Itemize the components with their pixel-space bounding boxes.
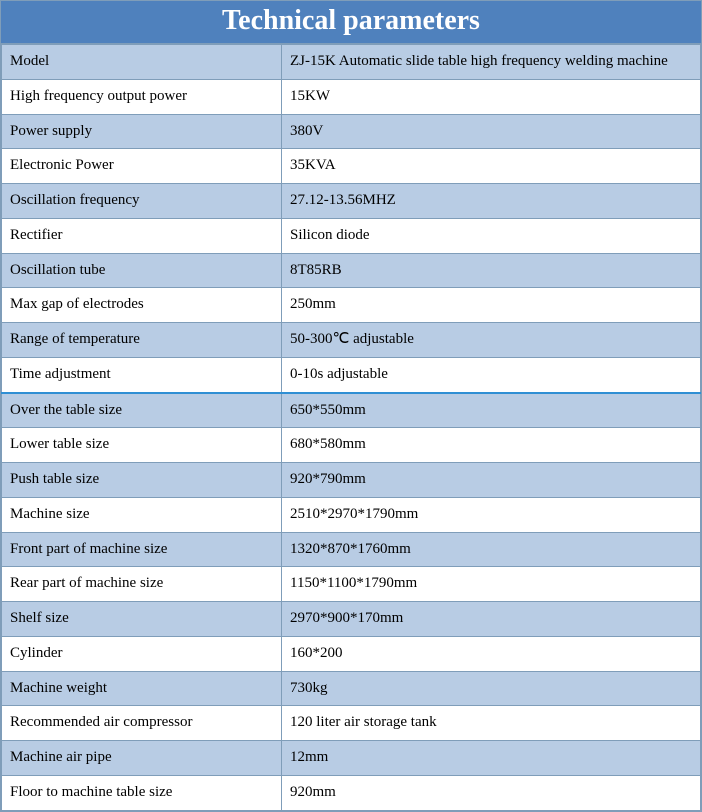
table-row: Recommended air compressor120 liter air … — [2, 706, 701, 741]
row-label: Electronic Power — [2, 149, 282, 184]
spec-table-container: Technical parameters ModelZJ-15K Automat… — [0, 0, 702, 812]
row-value: Silicon diode — [282, 218, 701, 253]
row-value: 920mm — [282, 775, 701, 810]
row-value: 15KW — [282, 79, 701, 114]
table-row: Machine air pipe12mm — [2, 741, 701, 776]
table-row: Oscillation frequency27.12-13.56MHZ — [2, 184, 701, 219]
row-label: Floor to machine table size — [2, 775, 282, 810]
row-value: 730kg — [282, 671, 701, 706]
row-value: 160*200 — [282, 636, 701, 671]
table-row: Range of temperature50-300℃ adjustable — [2, 323, 701, 358]
row-label: Max gap of electrodes — [2, 288, 282, 323]
row-label: High frequency output power — [2, 79, 282, 114]
row-value: 1150*1100*1790mm — [282, 567, 701, 602]
row-value: 920*790mm — [282, 463, 701, 498]
row-value: 8T85RB — [282, 253, 701, 288]
table-row: Machine size2510*2970*1790mm — [2, 497, 701, 532]
row-value: 0-10s adjustable — [282, 357, 701, 392]
table-row: Electronic Power35KVA — [2, 149, 701, 184]
row-value: 2970*900*170mm — [282, 602, 701, 637]
row-label: Oscillation tube — [2, 253, 282, 288]
table-row: Over the table size650*550mm — [2, 393, 701, 428]
row-label: Lower table size — [2, 428, 282, 463]
row-label: Power supply — [2, 114, 282, 149]
table-row: High frequency output power15KW — [2, 79, 701, 114]
row-label: Recommended air compressor — [2, 706, 282, 741]
table-row: Max gap of electrodes250mm — [2, 288, 701, 323]
row-label: Front part of machine size — [2, 532, 282, 567]
table-title: Technical parameters — [1, 1, 701, 44]
table-row: Cylinder160*200 — [2, 636, 701, 671]
row-label: Machine weight — [2, 671, 282, 706]
row-value: 120 liter air storage tank — [282, 706, 701, 741]
row-label: Rectifier — [2, 218, 282, 253]
row-label: Oscillation frequency — [2, 184, 282, 219]
table-row: Front part of machine size1320*870*1760m… — [2, 532, 701, 567]
row-value: 650*550mm — [282, 393, 701, 428]
row-label: Range of temperature — [2, 323, 282, 358]
table-row: Lower table size680*580mm — [2, 428, 701, 463]
table-row: Push table size920*790mm — [2, 463, 701, 498]
row-label: Machine size — [2, 497, 282, 532]
row-value: 680*580mm — [282, 428, 701, 463]
table-row: Time adjustment0-10s adjustable — [2, 357, 701, 392]
row-value: 12mm — [282, 741, 701, 776]
row-value: 2510*2970*1790mm — [282, 497, 701, 532]
spec-table: ModelZJ-15K Automatic slide table high f… — [1, 44, 701, 811]
table-row: Machine weight730kg — [2, 671, 701, 706]
row-label: Rear part of machine size — [2, 567, 282, 602]
table-row: Rear part of machine size1150*1100*1790m… — [2, 567, 701, 602]
table-row: Shelf size2970*900*170mm — [2, 602, 701, 637]
table-row: RectifierSilicon diode — [2, 218, 701, 253]
row-label: Cylinder — [2, 636, 282, 671]
row-value: 27.12-13.56MHZ — [282, 184, 701, 219]
table-row: Floor to machine table size920mm — [2, 775, 701, 810]
row-label: Push table size — [2, 463, 282, 498]
row-value: 250mm — [282, 288, 701, 323]
table-row: Power supply380V — [2, 114, 701, 149]
row-value: 1320*870*1760mm — [282, 532, 701, 567]
row-value: ZJ-15K Automatic slide table high freque… — [282, 45, 701, 80]
row-value: 50-300℃ adjustable — [282, 323, 701, 358]
row-value: 380V — [282, 114, 701, 149]
table-row: Oscillation tube8T85RB — [2, 253, 701, 288]
row-label: Shelf size — [2, 602, 282, 637]
row-value: 35KVA — [282, 149, 701, 184]
table-row: ModelZJ-15K Automatic slide table high f… — [2, 45, 701, 80]
row-label: Model — [2, 45, 282, 80]
row-label: Over the table size — [2, 393, 282, 428]
row-label: Machine air pipe — [2, 741, 282, 776]
row-label: Time adjustment — [2, 357, 282, 392]
